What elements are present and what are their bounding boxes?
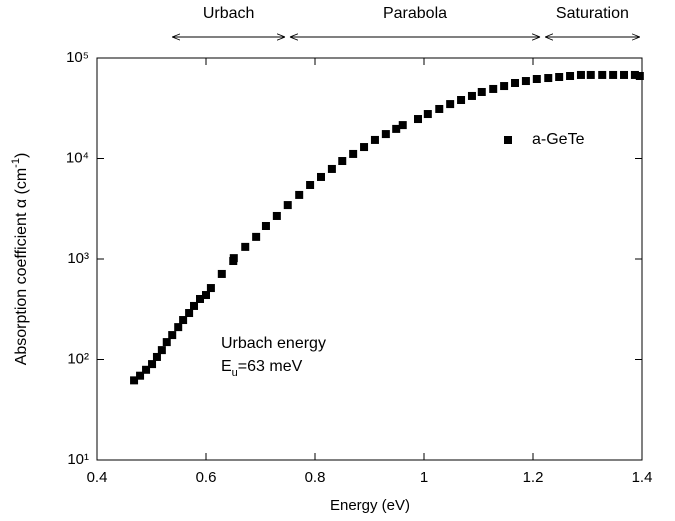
data-point <box>620 70 629 79</box>
annotation-2-sub: u <box>232 367 238 379</box>
data-point <box>392 124 401 133</box>
data-point <box>566 72 575 81</box>
annotation: Urbach energy <box>221 335 326 352</box>
data-point <box>261 221 270 230</box>
annotation-2-rest: =63 meV <box>238 358 303 375</box>
data-point <box>272 211 281 220</box>
data-point <box>316 172 325 181</box>
data-point <box>130 376 139 385</box>
data-point <box>142 365 151 374</box>
data-point <box>306 180 315 189</box>
x-tick-label: 0.8 <box>305 469 326 486</box>
data-point <box>477 87 486 96</box>
data-point <box>555 73 564 82</box>
data-point <box>295 190 304 199</box>
data-point <box>609 70 618 79</box>
y-axis-title-sup: -1 <box>10 158 22 168</box>
data-point <box>152 352 161 361</box>
data-point <box>630 70 639 79</box>
legend-label: a-GeTe <box>532 131 585 148</box>
x-tick-label: 1.2 <box>523 469 544 486</box>
data-point <box>576 70 585 79</box>
data-point <box>241 242 250 251</box>
data-point <box>635 72 644 81</box>
data-point <box>500 82 509 91</box>
data-point <box>157 346 166 355</box>
data-point <box>190 301 199 310</box>
y-axis-title: Absorption coefficient α (cm-1) <box>10 153 30 366</box>
data-point <box>467 91 476 100</box>
data-point <box>381 130 390 139</box>
y-axis-title-main: Absorption coefficient α (cm <box>13 168 30 365</box>
y-tick-label: 10² <box>67 350 89 367</box>
x-tick-label: 0.6 <box>196 469 217 486</box>
region-label: Urbach <box>203 5 255 22</box>
y-tick-label: 10⁵ <box>66 49 89 66</box>
data-point <box>229 254 238 263</box>
plot-frame <box>96 57 643 461</box>
data-point <box>511 78 520 87</box>
data-point <box>202 291 210 300</box>
y-axis-title-end: ) <box>13 153 30 158</box>
x-tick-label: 0.4 <box>87 469 108 486</box>
data-point <box>360 143 369 152</box>
data-point <box>217 269 226 278</box>
y-tick-label: 10³ <box>67 250 89 267</box>
region-label: Parabola <box>383 5 447 22</box>
data-point <box>148 360 157 369</box>
data-point <box>457 96 466 105</box>
data-point <box>489 84 498 93</box>
x-tick-label: 1.4 <box>632 469 653 486</box>
data-point <box>598 70 607 79</box>
data-point <box>252 232 261 241</box>
region-label: Saturation <box>556 5 629 22</box>
data-point <box>532 75 541 84</box>
data-point <box>283 201 292 210</box>
data-point <box>185 309 194 318</box>
data-point <box>174 323 183 332</box>
data-point <box>349 149 358 158</box>
data-point <box>423 110 432 119</box>
data-point <box>414 115 423 124</box>
data-point <box>435 104 444 113</box>
x-tick-label: 1 <box>420 469 428 486</box>
annotation-2-main: E <box>221 358 232 375</box>
data-point <box>327 164 336 173</box>
data-point <box>586 70 595 79</box>
legend-marker <box>504 136 512 144</box>
data-point <box>398 121 407 130</box>
data-point <box>168 331 177 340</box>
data-point <box>521 77 530 86</box>
data-point <box>179 316 188 325</box>
y-tick-label: 10⁴ <box>66 149 89 166</box>
data-point <box>446 100 455 109</box>
annotation-2: Eu=63 meV <box>221 358 303 379</box>
data-point <box>136 371 145 380</box>
data-point <box>370 135 379 144</box>
data-point <box>206 284 215 293</box>
data-point <box>338 157 347 166</box>
data-point <box>544 74 553 83</box>
data-point <box>196 294 205 303</box>
x-axis-title: Energy (eV) <box>330 497 410 514</box>
y-tick-label: 10¹ <box>67 451 89 468</box>
data-point <box>162 338 171 347</box>
